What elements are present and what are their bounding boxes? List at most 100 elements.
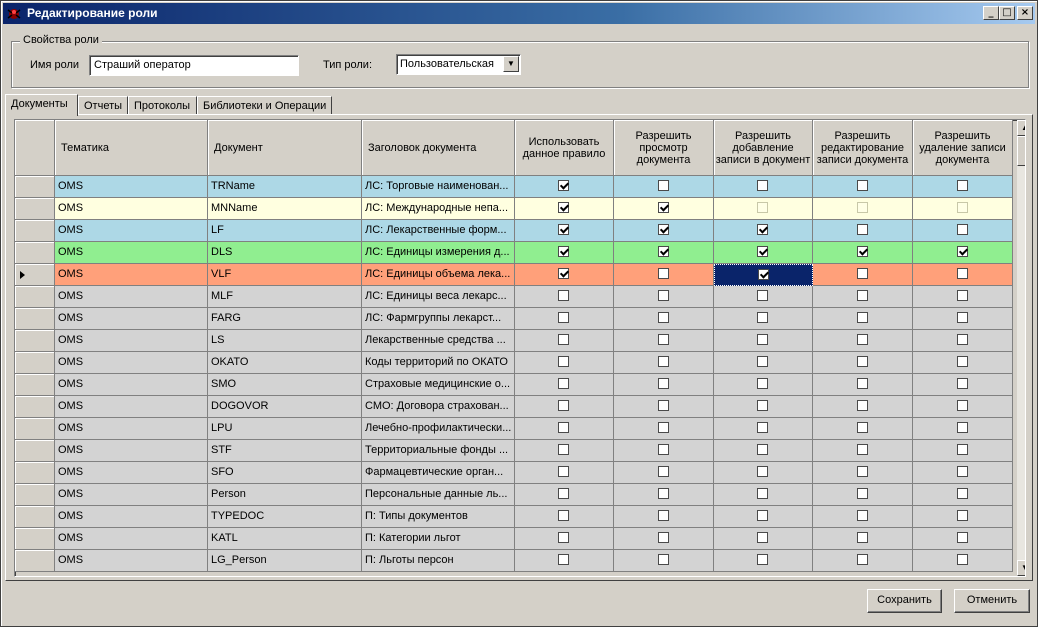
row-indicator[interactable] xyxy=(15,374,55,396)
row-indicator[interactable] xyxy=(15,176,55,198)
row-indicator[interactable] xyxy=(15,506,55,528)
cell-document[interactable]: LG_Person xyxy=(208,550,362,572)
cell-allow-delete[interactable] xyxy=(913,462,1013,484)
cell-allow-view[interactable] xyxy=(614,286,714,308)
cell-doc-title[interactable]: Коды территорий по ОКАТО xyxy=(362,352,515,374)
cell-doc-title[interactable]: ЛС: Единицы измерения д... xyxy=(362,242,515,264)
permission-checkbox[interactable] xyxy=(956,532,968,543)
cell-use-rule[interactable] xyxy=(515,176,614,198)
cell-allow-edit[interactable] xyxy=(813,374,913,396)
cell-document[interactable]: SMO xyxy=(208,374,362,396)
cell-use-rule[interactable] xyxy=(515,286,614,308)
permission-checkbox[interactable] xyxy=(956,180,968,191)
permission-checkbox[interactable] xyxy=(956,444,968,455)
permission-checkbox[interactable] xyxy=(956,466,968,477)
permission-checkbox[interactable] xyxy=(956,422,968,433)
scroll-thumb[interactable] xyxy=(1017,136,1025,166)
permission-checkbox[interactable] xyxy=(657,466,669,477)
cell-document[interactable]: STF xyxy=(208,440,362,462)
cell-allow-delete[interactable] xyxy=(913,374,1013,396)
cell-topic[interactable]: OMS xyxy=(55,242,208,264)
permission-checkbox[interactable] xyxy=(657,334,669,345)
minimize-icon[interactable]: _ xyxy=(983,6,999,20)
row-indicator[interactable] xyxy=(15,308,55,330)
cell-allow-edit[interactable] xyxy=(813,264,913,286)
permission-checkbox[interactable] xyxy=(856,444,868,455)
permission-checkbox[interactable] xyxy=(558,334,569,345)
cell-doc-title[interactable]: ЛС: Единицы веса лекарс... xyxy=(362,286,515,308)
cell-topic[interactable]: OMS xyxy=(55,462,208,484)
permission-checkbox[interactable] xyxy=(657,554,669,565)
cell-use-rule[interactable] xyxy=(515,506,614,528)
permission-checkbox[interactable] xyxy=(856,488,868,499)
cell-allow-edit[interactable] xyxy=(813,176,913,198)
permission-checkbox[interactable] xyxy=(856,378,868,389)
cell-document[interactable]: SFO xyxy=(208,462,362,484)
permission-checkbox[interactable] xyxy=(956,202,968,213)
permission-checkbox[interactable] xyxy=(558,510,569,521)
permission-checkbox[interactable] xyxy=(856,312,868,323)
cell-allow-edit[interactable] xyxy=(813,286,913,308)
cell-allow-view[interactable] xyxy=(614,198,714,220)
permission-checkbox[interactable] xyxy=(856,180,868,191)
cell-topic[interactable]: OMS xyxy=(55,374,208,396)
cell-use-rule[interactable] xyxy=(515,462,614,484)
cell-allow-add[interactable] xyxy=(714,440,813,462)
permission-checkbox[interactable] xyxy=(856,268,868,279)
cell-allow-view[interactable] xyxy=(614,396,714,418)
title-bar[interactable]: Редактирование роли _ □ × xyxy=(3,3,1035,24)
permission-checkbox[interactable] xyxy=(558,180,569,191)
cell-allow-view[interactable] xyxy=(614,264,714,286)
permission-checkbox[interactable] xyxy=(956,246,968,257)
cell-topic[interactable]: OMS xyxy=(55,528,208,550)
permission-checkbox[interactable] xyxy=(956,400,968,411)
permission-checkbox[interactable] xyxy=(558,246,569,257)
cell-allow-view[interactable] xyxy=(614,220,714,242)
cell-allow-delete[interactable] xyxy=(913,440,1013,462)
cell-topic[interactable]: OMS xyxy=(55,308,208,330)
permission-checkbox[interactable] xyxy=(558,400,569,411)
cell-use-rule[interactable] xyxy=(515,330,614,352)
permission-checkbox[interactable] xyxy=(558,444,569,455)
permission-checkbox[interactable] xyxy=(757,510,768,521)
permission-checkbox[interactable] xyxy=(757,356,768,367)
permission-checkbox[interactable] xyxy=(558,554,569,565)
permission-checkbox[interactable] xyxy=(956,334,968,345)
permission-checkbox[interactable] xyxy=(757,444,768,455)
cell-topic[interactable]: OMS xyxy=(55,220,208,242)
cell-allow-view[interactable] xyxy=(614,330,714,352)
cell-allow-delete[interactable] xyxy=(913,484,1013,506)
row-indicator[interactable] xyxy=(15,484,55,506)
tab-protocols[interactable]: Протоколы xyxy=(128,96,197,115)
column-header-allow-add[interactable]: Разрешить добавление записи в документ xyxy=(714,120,813,176)
permission-checkbox[interactable] xyxy=(856,422,868,433)
cell-allow-edit[interactable] xyxy=(813,352,913,374)
cell-allow-edit[interactable] xyxy=(813,550,913,572)
permission-checkbox[interactable] xyxy=(558,268,569,279)
row-indicator[interactable] xyxy=(15,440,55,462)
close-icon[interactable]: × xyxy=(1017,6,1033,20)
permission-checkbox[interactable] xyxy=(856,356,868,367)
cell-doc-title[interactable]: П: Типы документов xyxy=(362,506,515,528)
column-header-use-rule[interactable]: Использовать данное правило xyxy=(515,120,614,176)
cell-allow-view[interactable] xyxy=(614,418,714,440)
row-indicator[interactable] xyxy=(15,242,55,264)
cell-doc-title[interactable]: Персональные данные ль... xyxy=(362,484,515,506)
cell-allow-add[interactable] xyxy=(714,220,813,242)
permission-checkbox[interactable] xyxy=(657,356,669,367)
permission-checkbox[interactable] xyxy=(757,466,768,477)
cell-allow-add[interactable] xyxy=(714,242,813,264)
permission-checkbox[interactable] xyxy=(856,246,868,257)
cell-allow-edit[interactable] xyxy=(813,242,913,264)
permission-checkbox[interactable] xyxy=(657,224,669,235)
permission-checkbox[interactable] xyxy=(757,422,768,433)
role-name-input[interactable]: Страший оператор xyxy=(89,55,299,76)
cell-doc-title[interactable]: Лечебно-профилактически... xyxy=(362,418,515,440)
cell-use-rule[interactable] xyxy=(515,352,614,374)
permission-checkbox[interactable] xyxy=(757,378,768,389)
maximize-icon[interactable]: □ xyxy=(999,6,1015,20)
cell-use-rule[interactable] xyxy=(515,418,614,440)
cell-use-rule[interactable] xyxy=(515,484,614,506)
permission-checkbox[interactable] xyxy=(657,488,669,499)
permission-checkbox[interactable] xyxy=(657,400,669,411)
